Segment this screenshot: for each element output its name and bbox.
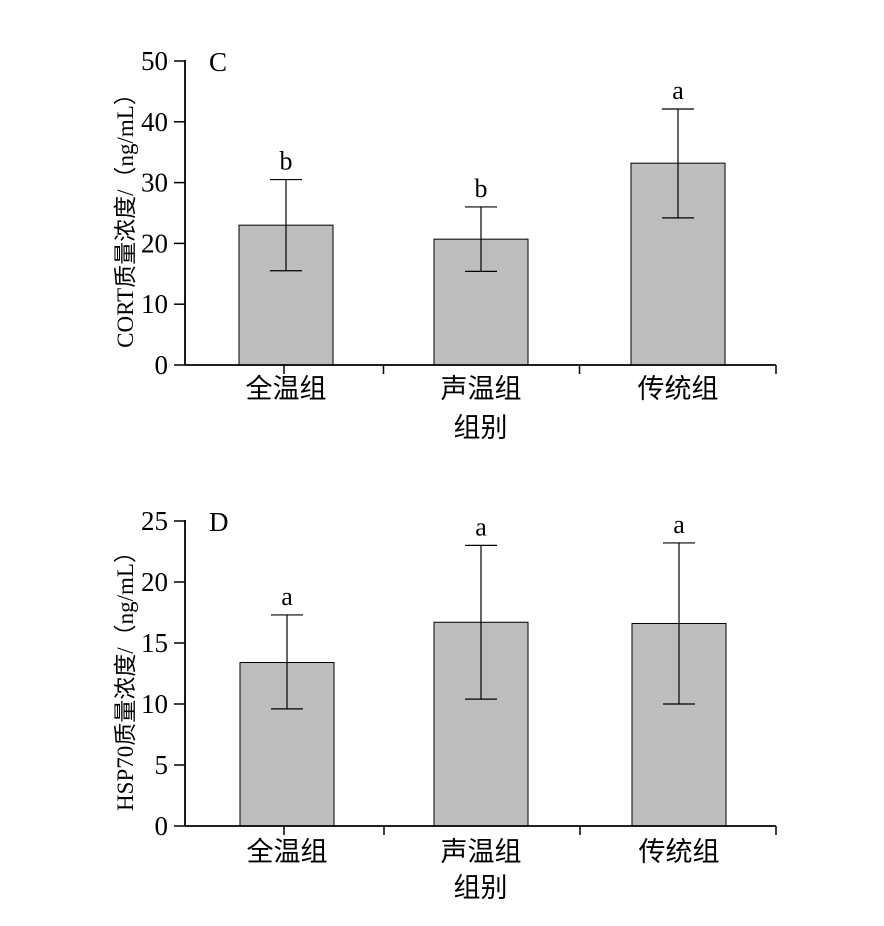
- chart-panel-c: b 全温组 b 声温组 a 传统组 0 10 20 30 40 50 C 组别 CORT质量浓度/（ng/m…: [113, 46, 777, 443]
- significance-label-3: a: [672, 76, 684, 105]
- panel-label: C: [209, 47, 227, 77]
- y-tick-label-0: 0: [155, 811, 169, 841]
- x-axis-label: 组别: [454, 873, 508, 903]
- y-tick-label-20: 20: [141, 228, 168, 258]
- y-tick-label-10: 10: [141, 289, 168, 319]
- panel-label: D: [209, 507, 229, 537]
- chart-panel-d: a 全温组 a 声温组 a 传统组 0 5 10 15 20 25 D 组别 HSP70质量浓度/（ng/m…: [113, 506, 777, 903]
- x-axis-label: 组别: [454, 413, 508, 443]
- x-tick-label-3: 传统组: [639, 837, 720, 867]
- significance-label-3: a: [673, 510, 685, 539]
- significance-label-1: a: [281, 582, 293, 611]
- y-tick-label-40: 40: [141, 107, 168, 137]
- y-tick-label-10: 10: [141, 689, 168, 719]
- significance-label-2: b: [475, 174, 488, 203]
- y-axis-label: HSP70质量浓度/（ng/mL）: [113, 540, 138, 811]
- x-tick-label-1: 全温组: [246, 374, 327, 404]
- significance-label-2: a: [475, 512, 487, 541]
- y-tick-label-5: 5: [155, 750, 169, 780]
- y-tick-label-50: 50: [141, 46, 168, 76]
- x-tick-label-1: 全温组: [247, 837, 328, 867]
- significance-label-1: b: [280, 147, 293, 176]
- x-tick-label-2: 声温组: [441, 374, 522, 404]
- y-tick-label-15: 15: [141, 628, 168, 658]
- y-axis-label: CORT质量浓度/（ng/mL）: [113, 82, 138, 348]
- y-tick-label-20: 20: [141, 567, 168, 597]
- y-tick-label-0: 0: [155, 350, 169, 380]
- x-tick-label-3: 传统组: [638, 374, 719, 404]
- y-tick-label-25: 25: [141, 506, 168, 536]
- y-tick-label-30: 30: [141, 168, 168, 198]
- x-tick-label-2: 声温组: [441, 837, 522, 867]
